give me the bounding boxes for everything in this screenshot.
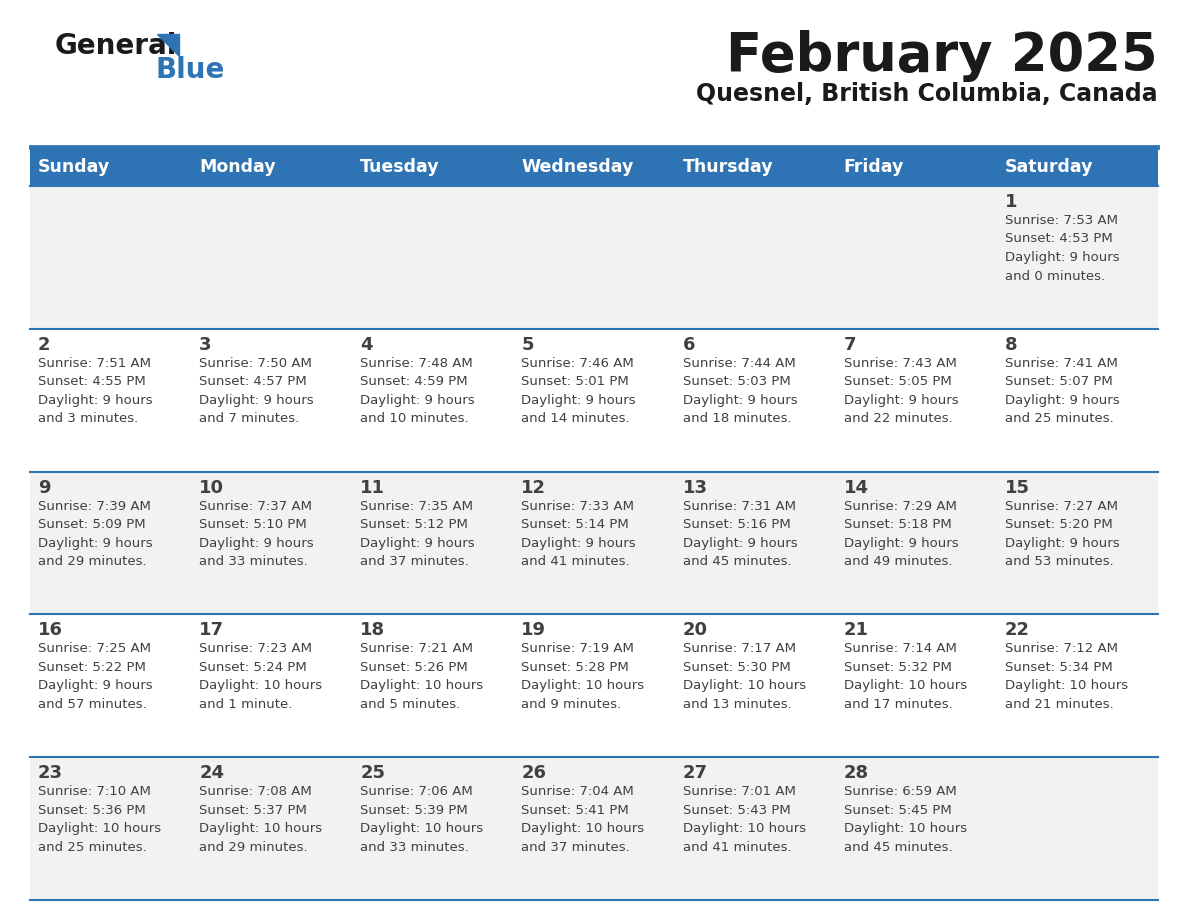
Bar	[30, 148, 1158, 186]
Text: Wednesday: Wednesday	[522, 158, 634, 176]
Text: Sunrise: 7:23 AM
Sunset: 5:24 PM
Daylight: 10 hours
and 1 minute.: Sunrise: 7:23 AM Sunset: 5:24 PM Dayligh…	[200, 643, 322, 711]
Text: Sunrise: 7:21 AM
Sunset: 5:26 PM
Daylight: 10 hours
and 5 minutes.: Sunrise: 7:21 AM Sunset: 5:26 PM Dayligh…	[360, 643, 484, 711]
Bar	[30, 329, 1158, 472]
Text: 13: 13	[683, 478, 708, 497]
Text: General: General	[55, 32, 177, 60]
Polygon shape	[157, 34, 179, 56]
Text: Sunrise: 7:27 AM
Sunset: 5:20 PM
Daylight: 9 hours
and 53 minutes.: Sunrise: 7:27 AM Sunset: 5:20 PM Dayligh…	[1005, 499, 1119, 568]
Text: Sunrise: 7:48 AM
Sunset: 4:59 PM
Daylight: 9 hours
and 10 minutes.: Sunrise: 7:48 AM Sunset: 4:59 PM Dayligh…	[360, 357, 475, 425]
Text: Sunrise: 7:25 AM
Sunset: 5:22 PM
Daylight: 9 hours
and 57 minutes.: Sunrise: 7:25 AM Sunset: 5:22 PM Dayligh…	[38, 643, 152, 711]
Text: 4: 4	[360, 336, 373, 353]
Text: 8: 8	[1005, 336, 1017, 353]
Text: Sunrise: 7:53 AM
Sunset: 4:53 PM
Daylight: 9 hours
and 0 minutes.: Sunrise: 7:53 AM Sunset: 4:53 PM Dayligh…	[1005, 214, 1119, 283]
Text: Sunrise: 7:04 AM
Sunset: 5:41 PM
Daylight: 10 hours
and 37 minutes.: Sunrise: 7:04 AM Sunset: 5:41 PM Dayligh…	[522, 785, 645, 854]
Bar	[30, 614, 1158, 757]
Text: Sunrise: 7:10 AM
Sunset: 5:36 PM
Daylight: 10 hours
and 25 minutes.: Sunrise: 7:10 AM Sunset: 5:36 PM Dayligh…	[38, 785, 162, 854]
Text: 9: 9	[38, 478, 51, 497]
Text: Sunrise: 7:08 AM
Sunset: 5:37 PM
Daylight: 10 hours
and 29 minutes.: Sunrise: 7:08 AM Sunset: 5:37 PM Dayligh…	[200, 785, 322, 854]
Text: 18: 18	[360, 621, 385, 640]
Text: 12: 12	[522, 478, 546, 497]
Text: Sunrise: 7:35 AM
Sunset: 5:12 PM
Daylight: 9 hours
and 37 minutes.: Sunrise: 7:35 AM Sunset: 5:12 PM Dayligh…	[360, 499, 475, 568]
Text: Friday: Friday	[843, 158, 904, 176]
Text: 15: 15	[1005, 478, 1030, 497]
Text: 27: 27	[683, 764, 708, 782]
Text: Sunrise: 7:43 AM
Sunset: 5:05 PM
Daylight: 9 hours
and 22 minutes.: Sunrise: 7:43 AM Sunset: 5:05 PM Dayligh…	[843, 357, 959, 425]
Text: 24: 24	[200, 764, 225, 782]
Text: Sunrise: 7:29 AM
Sunset: 5:18 PM
Daylight: 9 hours
and 49 minutes.: Sunrise: 7:29 AM Sunset: 5:18 PM Dayligh…	[843, 499, 959, 568]
Text: Quesnel, British Columbia, Canada: Quesnel, British Columbia, Canada	[696, 82, 1158, 106]
Text: Sunrise: 7:39 AM
Sunset: 5:09 PM
Daylight: 9 hours
and 29 minutes.: Sunrise: 7:39 AM Sunset: 5:09 PM Dayligh…	[38, 499, 152, 568]
Text: Sunrise: 7:50 AM
Sunset: 4:57 PM
Daylight: 9 hours
and 7 minutes.: Sunrise: 7:50 AM Sunset: 4:57 PM Dayligh…	[200, 357, 314, 425]
Text: 3: 3	[200, 336, 211, 353]
Text: 11: 11	[360, 478, 385, 497]
Text: February 2025: February 2025	[726, 30, 1158, 82]
Text: Sunrise: 7:01 AM
Sunset: 5:43 PM
Daylight: 10 hours
and 41 minutes.: Sunrise: 7:01 AM Sunset: 5:43 PM Dayligh…	[683, 785, 805, 854]
Text: Monday: Monday	[200, 158, 276, 176]
Text: 2: 2	[38, 336, 51, 353]
Text: 23: 23	[38, 764, 63, 782]
Text: 14: 14	[843, 478, 868, 497]
Text: 20: 20	[683, 621, 708, 640]
Text: Sunrise: 7:14 AM
Sunset: 5:32 PM
Daylight: 10 hours
and 17 minutes.: Sunrise: 7:14 AM Sunset: 5:32 PM Dayligh…	[843, 643, 967, 711]
Text: Sunrise: 7:33 AM
Sunset: 5:14 PM
Daylight: 9 hours
and 41 minutes.: Sunrise: 7:33 AM Sunset: 5:14 PM Dayligh…	[522, 499, 636, 568]
Text: Sunrise: 7:37 AM
Sunset: 5:10 PM
Daylight: 9 hours
and 33 minutes.: Sunrise: 7:37 AM Sunset: 5:10 PM Dayligh…	[200, 499, 314, 568]
Text: 22: 22	[1005, 621, 1030, 640]
Text: 5: 5	[522, 336, 533, 353]
Text: Thursday: Thursday	[683, 158, 773, 176]
Text: Sunrise: 7:44 AM
Sunset: 5:03 PM
Daylight: 9 hours
and 18 minutes.: Sunrise: 7:44 AM Sunset: 5:03 PM Dayligh…	[683, 357, 797, 425]
Text: Sunrise: 7:17 AM
Sunset: 5:30 PM
Daylight: 10 hours
and 13 minutes.: Sunrise: 7:17 AM Sunset: 5:30 PM Dayligh…	[683, 643, 805, 711]
Text: 26: 26	[522, 764, 546, 782]
Text: 1: 1	[1005, 193, 1017, 211]
Bar	[30, 757, 1158, 900]
Text: Tuesday: Tuesday	[360, 158, 440, 176]
Text: Sunrise: 7:41 AM
Sunset: 5:07 PM
Daylight: 9 hours
and 25 minutes.: Sunrise: 7:41 AM Sunset: 5:07 PM Dayligh…	[1005, 357, 1119, 425]
Text: Sunrise: 7:12 AM
Sunset: 5:34 PM
Daylight: 10 hours
and 21 minutes.: Sunrise: 7:12 AM Sunset: 5:34 PM Dayligh…	[1005, 643, 1127, 711]
Text: Sunrise: 7:19 AM
Sunset: 5:28 PM
Daylight: 10 hours
and 9 minutes.: Sunrise: 7:19 AM Sunset: 5:28 PM Dayligh…	[522, 643, 645, 711]
Text: 17: 17	[200, 621, 225, 640]
Text: Sunrise: 7:31 AM
Sunset: 5:16 PM
Daylight: 9 hours
and 45 minutes.: Sunrise: 7:31 AM Sunset: 5:16 PM Dayligh…	[683, 499, 797, 568]
Text: 25: 25	[360, 764, 385, 782]
Text: Saturday: Saturday	[1005, 158, 1093, 176]
Text: 10: 10	[200, 478, 225, 497]
Text: Sunrise: 6:59 AM
Sunset: 5:45 PM
Daylight: 10 hours
and 45 minutes.: Sunrise: 6:59 AM Sunset: 5:45 PM Dayligh…	[843, 785, 967, 854]
Text: 28: 28	[843, 764, 868, 782]
Bar	[30, 186, 1158, 329]
Text: Sunrise: 7:51 AM
Sunset: 4:55 PM
Daylight: 9 hours
and 3 minutes.: Sunrise: 7:51 AM Sunset: 4:55 PM Dayligh…	[38, 357, 152, 425]
Text: 16: 16	[38, 621, 63, 640]
Text: 7: 7	[843, 336, 857, 353]
Text: Sunday: Sunday	[38, 158, 110, 176]
Bar	[30, 472, 1158, 614]
Text: Blue: Blue	[154, 56, 225, 84]
Text: 21: 21	[843, 621, 868, 640]
Text: 6: 6	[683, 336, 695, 353]
Text: 19: 19	[522, 621, 546, 640]
Text: Sunrise: 7:46 AM
Sunset: 5:01 PM
Daylight: 9 hours
and 14 minutes.: Sunrise: 7:46 AM Sunset: 5:01 PM Dayligh…	[522, 357, 636, 425]
Text: Sunrise: 7:06 AM
Sunset: 5:39 PM
Daylight: 10 hours
and 33 minutes.: Sunrise: 7:06 AM Sunset: 5:39 PM Dayligh…	[360, 785, 484, 854]
